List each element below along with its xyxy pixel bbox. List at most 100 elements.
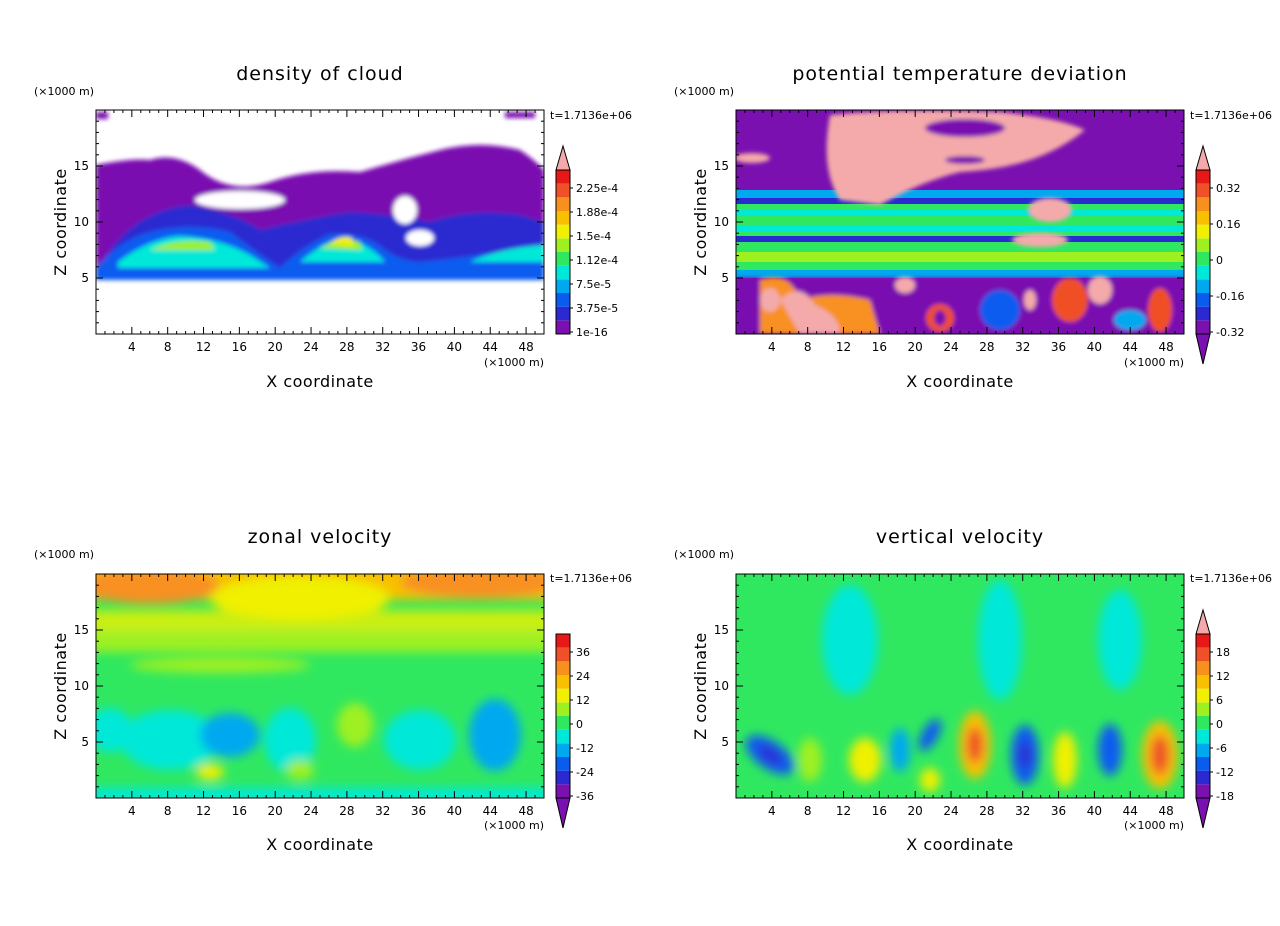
y-tick-labels: 5 10 15: [714, 120, 1184, 324]
x-tick-label: 28: [339, 804, 354, 818]
x-tick-label: 20: [268, 340, 283, 354]
colorbar: 36 24 12 0 -12 -24 -36: [555, 633, 594, 829]
colorbar-label: 0: [1216, 718, 1223, 731]
colorbar-swatch: [1196, 224, 1210, 239]
x-axis-label: X coordinate: [266, 372, 373, 391]
colorbar-swatch: [556, 757, 570, 771]
field-area: [736, 110, 1184, 334]
colorbar-swatch: [556, 252, 570, 266]
colorbar-label: 36: [576, 646, 590, 659]
x-tick-label: 8: [804, 340, 812, 354]
colorbar-label: 12: [1216, 670, 1230, 683]
x-tick-label: 40: [1087, 340, 1102, 354]
colorbar-swatch: [556, 197, 570, 211]
x-tick-label: 44: [483, 340, 498, 354]
colorbar-swatch: [1196, 757, 1210, 771]
y-tick-label: 5: [721, 271, 729, 285]
colorbar-swatch: [556, 661, 570, 675]
x-tick-label: 8: [804, 804, 812, 818]
x-tick-label: 48: [518, 804, 533, 818]
x-tick-label: 24: [943, 804, 958, 818]
x-tick-label: 4: [768, 340, 776, 354]
colorbar-under-arrow: [1195, 333, 1211, 365]
colorbar-swatch: [556, 784, 570, 798]
colorbar-over-arrow: [1195, 608, 1211, 635]
panel-title: potential temperature deviation: [792, 63, 1127, 85]
x-tick-label: 32: [375, 340, 390, 354]
x-tick-label: 16: [232, 804, 247, 818]
colorbar-label: -12: [576, 742, 594, 755]
colorbar-swatch: [1196, 320, 1210, 334]
y-tick-label: 10: [714, 215, 729, 229]
y-axis-label: Z coordinate: [51, 168, 70, 275]
colorbar-label: -6: [1216, 742, 1227, 755]
colorbar-swatch: [1196, 306, 1210, 321]
colorbar-label: 12: [576, 694, 590, 707]
colorbar-label: 1.5e-4: [576, 230, 611, 243]
x-tick-label: 12: [196, 804, 211, 818]
y-tick-label: 15: [74, 159, 89, 173]
colorbar-label: 18: [1216, 646, 1230, 659]
colorbar-swatch: [556, 293, 570, 307]
x-axis-label: X coordinate: [266, 835, 373, 854]
field-area: [96, 110, 544, 334]
x-tick-label: 40: [447, 340, 462, 354]
colorbar-swatch: [1196, 293, 1210, 307]
panel-title: zonal velocity: [248, 526, 393, 548]
colorbar-swatch: [556, 183, 570, 198]
colorbar-label: -0.32: [1216, 326, 1244, 339]
y-tick-label: 5: [81, 271, 89, 285]
colorbar-label: 7.5e-5: [576, 278, 611, 291]
y-tick-label: 5: [81, 735, 89, 749]
x-tick-label: 24: [303, 340, 318, 354]
colorbar-label: 0: [1216, 254, 1223, 267]
colorbar-swatch: [556, 647, 570, 662]
colorbar-swatch: [556, 702, 570, 716]
y-unit-label: (×1000 m): [34, 85, 94, 98]
colorbar-swatch: [556, 306, 570, 321]
x-tick-labels: 4 8 12 16 20 24 28 32 36 40 44 48: [104, 574, 536, 818]
colorbar-swatch: [1196, 238, 1210, 252]
x-tick-label: 36: [1051, 804, 1066, 818]
x-tick-label: 24: [303, 804, 318, 818]
x-tick-label: 44: [1123, 804, 1138, 818]
y-unit-label: (×1000 m): [34, 548, 94, 561]
x-unit-label: (×1000 m): [1124, 356, 1184, 369]
colorbar-swatch: [1196, 279, 1210, 293]
panel-vertical-velocity: vertical velocity (×1000 m) t=1.7136e+06: [674, 526, 1272, 854]
x-tick-label: 44: [483, 804, 498, 818]
colorbar-swatch: [556, 743, 570, 757]
x-tick-label: 32: [1015, 804, 1030, 818]
field-area: [736, 574, 1184, 798]
colorbar-swatch: [1196, 688, 1210, 703]
y-tick-label: 15: [714, 159, 729, 173]
x-tick-label: 32: [1015, 340, 1030, 354]
panel-density-of-cloud: density of cloud (×1000 m) t=1.7136e+06 …: [34, 63, 632, 391]
colorbar-swatch: [1196, 197, 1210, 211]
x-tick-label: 28: [979, 804, 994, 818]
y-tick-label: 10: [74, 679, 89, 693]
colorbar-swatch: [556, 265, 570, 280]
y-unit-label: (×1000 m): [674, 85, 734, 98]
colorbar-label: -24: [576, 766, 594, 779]
y-tick-label: 15: [714, 623, 729, 637]
x-tick-label: 16: [872, 340, 887, 354]
x-tick-label: 36: [1051, 340, 1066, 354]
y-tick-labels: 5 10 15: [74, 120, 544, 324]
colorbar-swatch: [1196, 265, 1210, 280]
x-tick-label: 12: [836, 804, 851, 818]
colorbar-swatch: [556, 211, 570, 225]
x-tick-label: 28: [339, 340, 354, 354]
x-tick-label: 12: [836, 340, 851, 354]
y-tick-label: 10: [714, 679, 729, 693]
panel-potential-temperature-deviation: potential temperature deviation (×1000 m…: [674, 63, 1272, 391]
colorbar-swatch: [1196, 252, 1210, 266]
panel-zonal-velocity: zonal velocity (×1000 m) t=1.7136e+06: [34, 526, 632, 854]
x-tick-label: 8: [164, 804, 172, 818]
colorbar-swatch: [1196, 183, 1210, 198]
x-tick-label: 4: [128, 340, 136, 354]
y-axis-label: Z coordinate: [691, 168, 710, 275]
time-label: t=1.7136e+06: [550, 572, 632, 585]
colorbar-label: 1.12e-4: [576, 254, 618, 267]
